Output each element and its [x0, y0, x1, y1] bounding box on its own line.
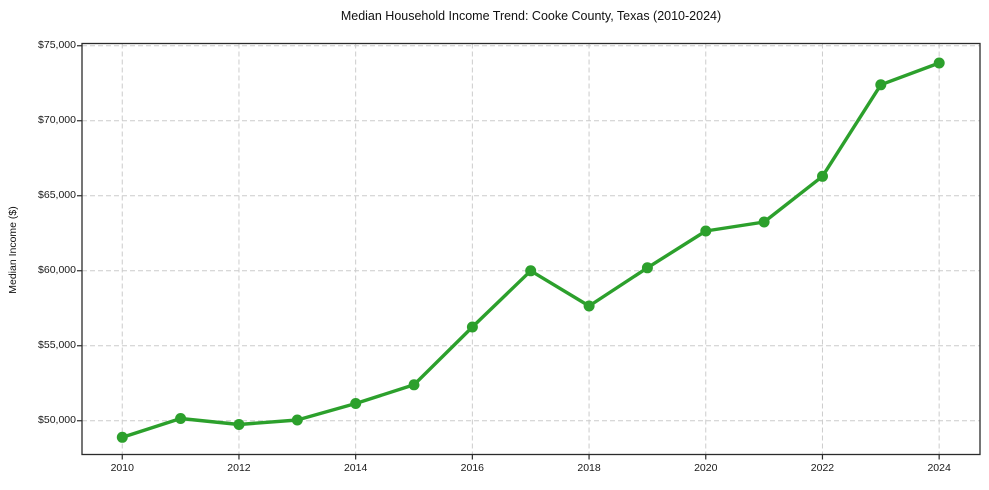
y-tick-label-65000: $65,000 [38, 189, 76, 202]
x-tick-label-2012: 2012 [227, 462, 251, 474]
data-point-2010 [116, 431, 128, 443]
x-tick-label-2014: 2014 [343, 462, 368, 474]
data-point-2015 [408, 379, 420, 391]
data-point-2018 [583, 300, 595, 312]
x-tick-label-2024: 2024 [927, 462, 951, 474]
data-point-2014 [350, 398, 362, 409]
x-tick-label-2010: 2010 [110, 462, 134, 474]
y-tick-label-75000: $75,000 [38, 39, 76, 52]
data-point-2012 [233, 419, 245, 430]
chart-title: Median Household Income Trend: Cooke Cou… [340, 9, 722, 23]
x-tick-label-2020: 2020 [694, 462, 718, 474]
y-tick-label-70000: $70,000 [38, 114, 76, 127]
y-tick-label-60000: $60,000 [38, 264, 76, 277]
data-point-2017 [525, 265, 537, 277]
y-tick-label-50000: $50,000 [38, 414, 76, 427]
income-trend-line [120, 61, 941, 439]
x-tick-label-2022: 2022 [810, 462, 835, 474]
x-tick-label-2016: 2016 [460, 462, 485, 474]
data-point-2023 [875, 79, 887, 91]
data-point-2024 [933, 57, 945, 69]
data-point-2011 [175, 413, 187, 424]
axes-frame [81, 42, 981, 456]
data-point-2020 [700, 225, 712, 237]
data-point-2016 [466, 321, 478, 333]
x-tick-label-2018: 2018 [577, 462, 601, 474]
data-point-2013 [291, 414, 303, 426]
y-tick-label-55000: $55,000 [38, 339, 76, 352]
data-point-2022 [817, 170, 828, 182]
data-point-2019 [641, 262, 653, 274]
data-point-2021 [758, 216, 770, 228]
